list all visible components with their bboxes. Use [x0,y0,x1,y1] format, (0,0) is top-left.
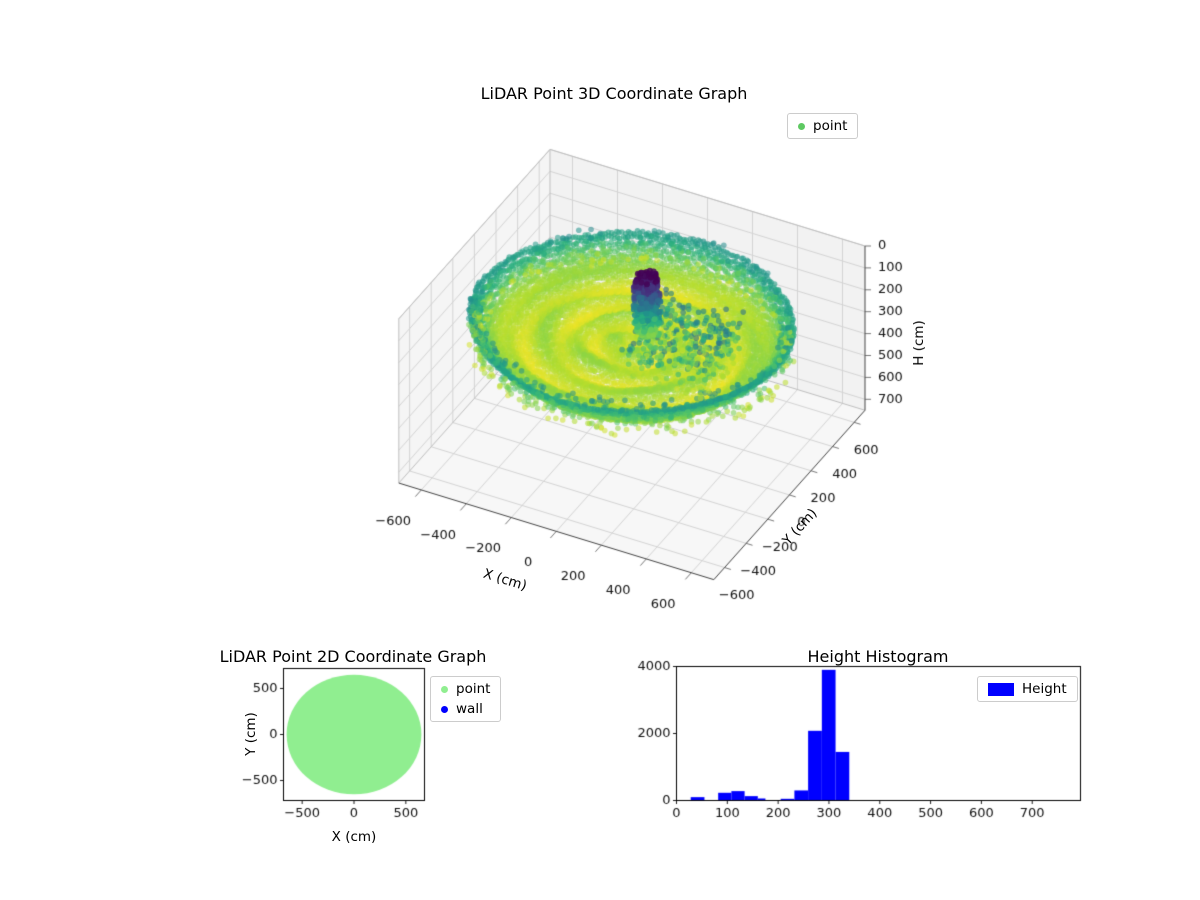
plot3d-title: LiDAR Point 3D Coordinate Graph [480,84,748,103]
point-marker-icon [798,122,805,130]
plot2d-title: LiDAR Point 2D Coordinate Graph [219,647,487,666]
plot2d-legend-item-point: point [441,681,490,697]
histogram-title: Height Histogram [807,647,949,666]
plot3d-legend: point [787,113,859,139]
point-marker-icon [441,685,448,693]
height-swatch-icon [988,682,1014,696]
wall-marker-icon [441,705,448,713]
plot2d-ylabel: Y (cm) [243,712,259,756]
plot3d-legend-label: point [813,118,848,134]
histogram-legend: Height [977,676,1078,702]
plot2d-legend-item-wall: wall [441,701,483,717]
plot2d-legend-wall-label: wall [456,701,483,717]
plot2d-legend-point-label: point [456,681,491,697]
plot3d-zlabel: H (cm) [911,320,927,366]
histogram-legend-label: Height [1022,681,1067,697]
plot2d-xlabel: X (cm) [331,829,377,845]
plot2d-legend: point wall [430,676,502,722]
